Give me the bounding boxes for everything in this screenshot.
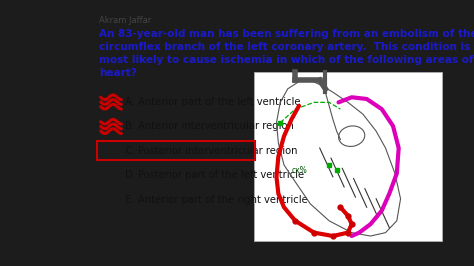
Text: An 83-year-old man has been suffering from an embolism of the: An 83-year-old man has been suffering fr… <box>99 29 474 39</box>
Text: Posterior part of the left ventricle: Posterior part of the left ventricle <box>138 170 304 180</box>
Text: Akram Jaffar: Akram Jaffar <box>99 15 151 24</box>
Text: circumflex branch of the left coronary artery.  This condition is: circumflex branch of the left coronary a… <box>99 42 470 52</box>
Text: E.: E. <box>125 195 135 205</box>
Text: Anterior interventricular region: Anterior interventricular region <box>138 121 294 131</box>
Text: cx%: cx% <box>292 165 307 174</box>
Text: C.: C. <box>125 146 135 156</box>
Text: B.: B. <box>125 121 135 131</box>
Text: heart?: heart? <box>99 68 137 78</box>
Bar <box>97 142 255 160</box>
Text: most likely to cause ischemia in which of the following areas of the: most likely to cause ischemia in which o… <box>99 55 474 65</box>
Bar <box>254 72 442 241</box>
Text: A.: A. <box>125 97 135 107</box>
Text: Anterior part of the left ventricle: Anterior part of the left ventricle <box>138 97 301 107</box>
Text: D.: D. <box>125 170 136 180</box>
Text: Posterior interventricular region: Posterior interventricular region <box>138 146 298 156</box>
Text: Anterior part of the right ventricle: Anterior part of the right ventricle <box>138 195 308 205</box>
